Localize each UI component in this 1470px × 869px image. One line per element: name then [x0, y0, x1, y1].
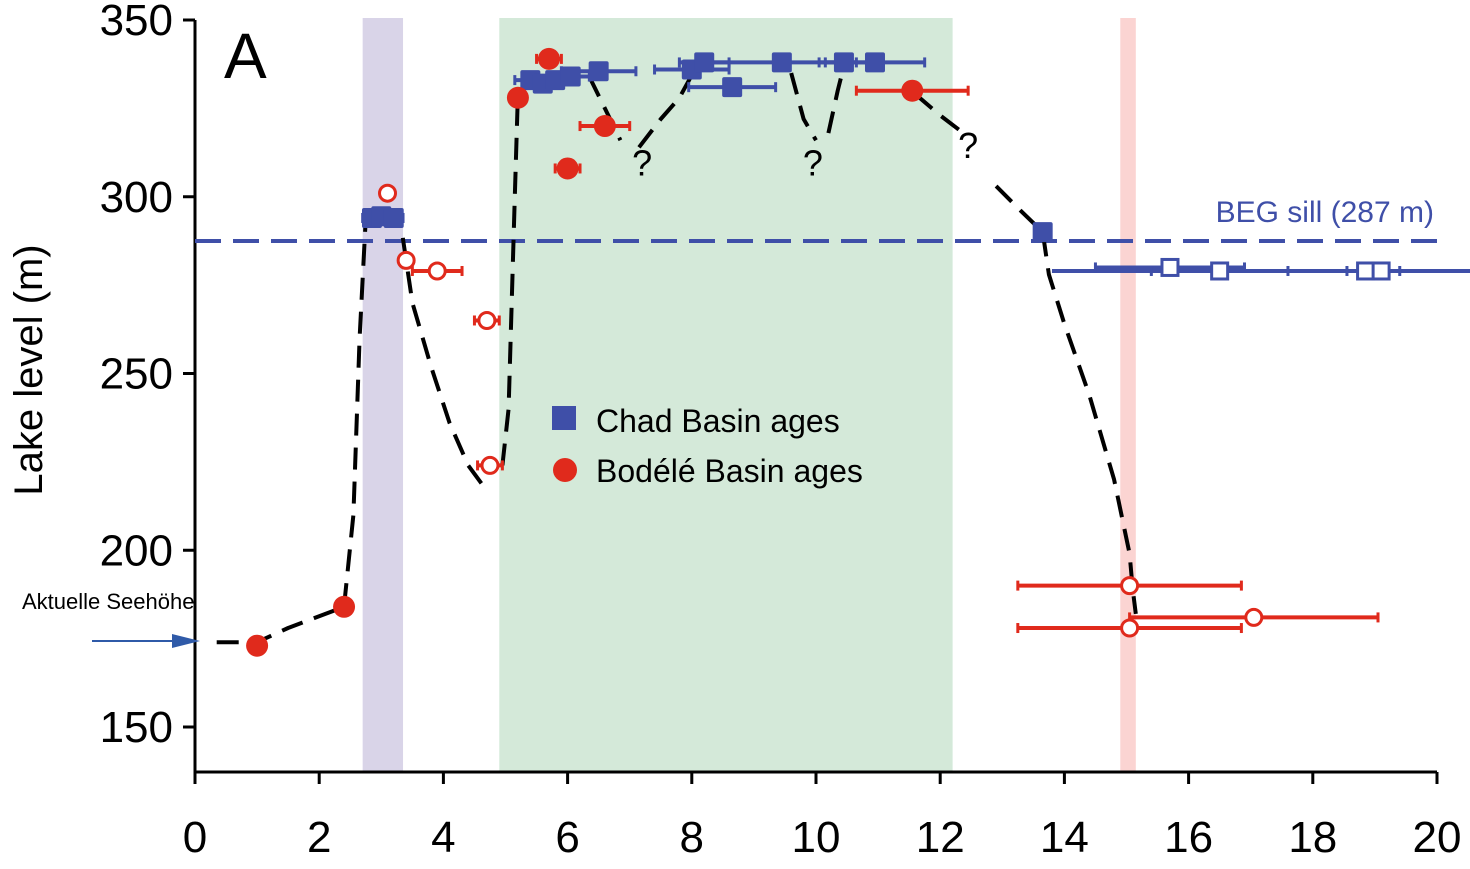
- current-level-annotation: Aktuelle Seehöhe: [22, 589, 200, 648]
- x-tick-label: 10: [792, 813, 841, 862]
- bodele-open-point: [1120, 618, 1140, 638]
- bodele-point: [901, 79, 924, 102]
- band-green: [499, 18, 953, 772]
- bodele-open-point: [1120, 576, 1140, 596]
- chad-point: [694, 52, 715, 73]
- x-tick-label: 6: [555, 813, 579, 862]
- question-mark: ?: [958, 125, 978, 166]
- bodele-open-point: [396, 250, 416, 270]
- chad-open-point: [1160, 257, 1180, 277]
- band-purple: [362, 18, 404, 772]
- bodele-point: [593, 115, 616, 138]
- x-tick-label: 18: [1288, 813, 1337, 862]
- chad-point: [771, 52, 792, 73]
- chad-point: [722, 77, 743, 98]
- chad-point: [833, 52, 854, 73]
- x-tick-label: 16: [1164, 813, 1213, 862]
- band-pink: [1120, 18, 1136, 772]
- reconstruction-segment: [914, 92, 961, 132]
- period-bands: [362, 18, 1136, 772]
- reconstruction-segment: [500, 94, 520, 466]
- legend-label-chad: Chad Basin ages: [596, 403, 840, 439]
- panel-label: A: [224, 20, 267, 92]
- x-tick-label: 20: [1413, 813, 1462, 862]
- y-tick-label: 300: [100, 173, 173, 222]
- chad-open-point: [1371, 261, 1391, 281]
- legend-marker-chad: [552, 406, 576, 430]
- bodele-point: [506, 86, 529, 109]
- tick-labels: 150 200 250 300 350 0 2 4 6 8 10 12 14 16 18 20: [100, 0, 1462, 862]
- x-tick-label: 8: [680, 813, 704, 862]
- x-tick-label: 14: [1040, 813, 1089, 862]
- question-mark: ?: [632, 143, 652, 184]
- reconstruction-segment: [587, 75, 623, 142]
- legend-label-bodele: Bodélé Basin ages: [596, 453, 863, 489]
- chad-open-point: [1356, 261, 1376, 281]
- x-tick-label: 12: [916, 813, 965, 862]
- x-tick-label: 4: [431, 813, 455, 862]
- y-axis-label: Lake level (m): [7, 244, 51, 495]
- x-tick-label: 2: [307, 813, 331, 862]
- reconstruction-segment: [826, 65, 846, 134]
- bodele-open-point: [477, 310, 497, 330]
- reconstruction-segment: [789, 72, 818, 142]
- bodele-point: [556, 157, 579, 180]
- data-points: [246, 47, 1391, 657]
- reconstruction-segment: [994, 184, 1138, 615]
- x-tick-label: 0: [183, 813, 207, 862]
- chad-point: [545, 70, 566, 91]
- chad-open-point: [1210, 261, 1230, 281]
- y-tick-label: 350: [100, 0, 173, 45]
- bodele-open-point: [427, 261, 447, 281]
- question-marks: ???: [632, 125, 978, 184]
- bodele-point: [537, 47, 560, 70]
- bodele-point: [246, 634, 269, 657]
- bodele-open-point: [480, 455, 500, 475]
- chad-point: [383, 207, 404, 228]
- bodele-open-point: [378, 183, 398, 203]
- arrow-icon: [172, 634, 200, 648]
- legend: Chad Basin ages Bodélé Basin ages: [552, 403, 863, 489]
- legend-marker-bodele: [553, 458, 577, 482]
- bodele-point: [333, 595, 356, 618]
- reconstruction-segment: [637, 68, 697, 149]
- question-mark: ?: [803, 143, 823, 184]
- bodele-open-point: [1244, 607, 1264, 627]
- chad-point: [588, 61, 609, 82]
- chad-point: [864, 52, 885, 73]
- chad-point: [1032, 222, 1053, 243]
- y-tick-label: 200: [100, 526, 173, 575]
- y-tick-label: 250: [100, 350, 173, 399]
- chad-point: [560, 66, 581, 87]
- y-tick-label: 150: [100, 703, 173, 752]
- reconstruction-segment: [216, 216, 486, 645]
- annotation-text: Aktuelle Seehöhe: [22, 589, 194, 614]
- sill-label: BEG sill (287 m): [1216, 196, 1434, 229]
